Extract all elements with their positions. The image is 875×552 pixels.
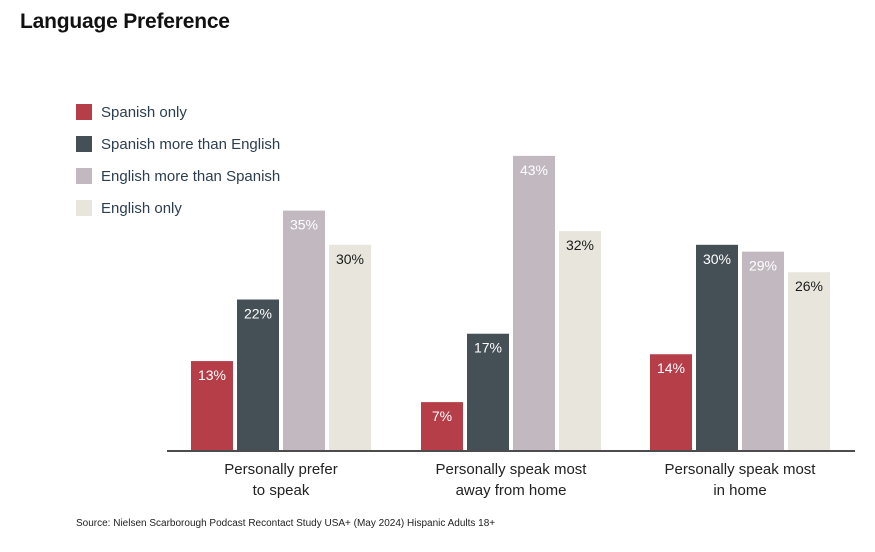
legend-swatch <box>76 200 92 216</box>
category-label: to speak <box>253 482 310 499</box>
category-label: Personally speak most <box>665 461 817 478</box>
data-label: 30% <box>336 251 364 267</box>
bar <box>237 299 279 450</box>
data-label: 43% <box>520 162 548 178</box>
data-label: 29% <box>749 258 777 274</box>
bar <box>788 272 830 450</box>
bar <box>696 244 738 450</box>
bar <box>329 244 371 450</box>
bar <box>742 251 784 450</box>
data-label: 26% <box>795 278 823 294</box>
data-label: 17% <box>474 340 502 356</box>
bar <box>421 402 463 450</box>
data-label: 32% <box>566 237 594 253</box>
category-label: in home <box>713 482 766 499</box>
legend-item-spanish-more: Spanish more than English <box>76 128 280 160</box>
chart-title: Language Preference <box>20 10 230 33</box>
legend-swatch <box>76 168 92 184</box>
source-note: Source: Nielsen Scarborough Podcast Reco… <box>76 518 496 529</box>
legend-label: Spanish more than English <box>101 135 281 153</box>
legend-swatch <box>76 104 92 120</box>
legend-label: Spanish only <box>101 103 187 121</box>
category-label: Personally prefer <box>224 461 337 478</box>
chart-legend: Spanish only Spanish more than English E… <box>76 96 280 224</box>
bar <box>513 155 555 450</box>
legend-swatch <box>76 136 92 152</box>
category-label: away from home <box>456 482 567 499</box>
bar <box>559 231 601 450</box>
legend-label: English only <box>101 199 182 217</box>
data-label: 14% <box>657 360 685 376</box>
legend-item-spanish-only: Spanish only <box>76 96 280 128</box>
legend-label: English more than Spanish <box>101 167 281 185</box>
legend-item-english-more: English more than Spanish <box>76 160 280 192</box>
data-label: 35% <box>290 217 318 233</box>
legend-item-english-only: English only <box>76 192 280 224</box>
data-label: 13% <box>198 367 226 383</box>
bar <box>191 361 233 450</box>
category-label: Personally speak most <box>436 461 588 478</box>
data-label: 7% <box>432 408 452 424</box>
data-label: 22% <box>244 306 272 322</box>
bar <box>650 354 692 450</box>
bar <box>467 333 509 450</box>
data-label: 30% <box>703 251 731 267</box>
bar <box>283 210 325 450</box>
